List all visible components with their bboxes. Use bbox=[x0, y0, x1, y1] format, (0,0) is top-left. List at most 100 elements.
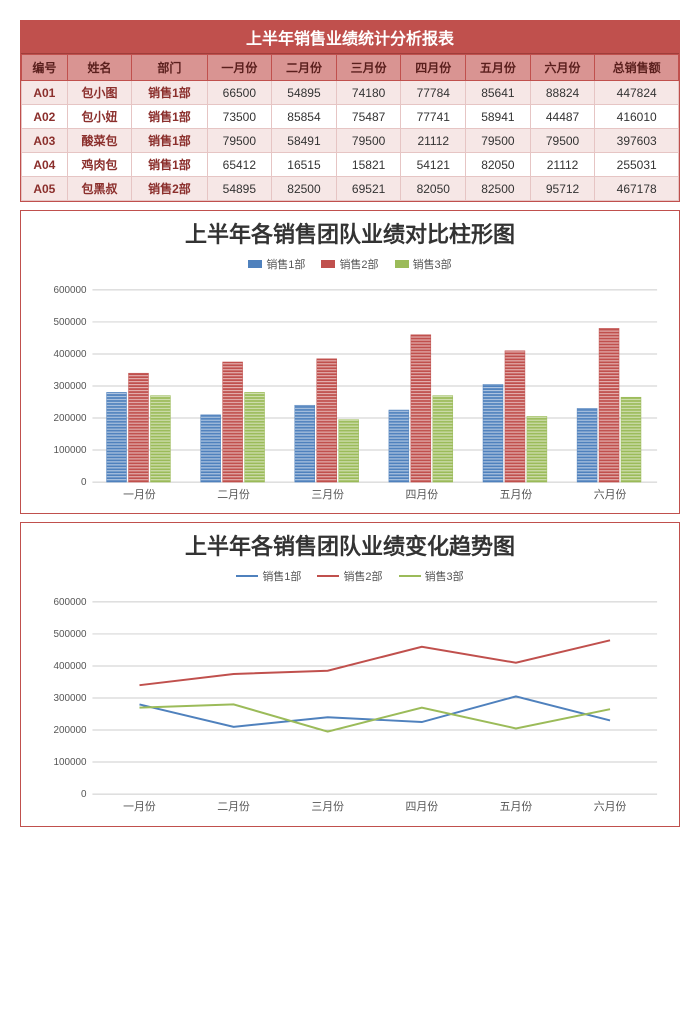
svg-text:五月份: 五月份 bbox=[500, 488, 533, 501]
column-header: 编号 bbox=[22, 55, 68, 81]
table-cell: 58941 bbox=[466, 105, 531, 129]
line-chart-legend: 销售1部销售2部销售3部 bbox=[33, 568, 667, 584]
bar bbox=[577, 408, 597, 482]
table-cell: A03 bbox=[22, 129, 68, 153]
column-header: 一月份 bbox=[207, 55, 272, 81]
svg-text:一月份: 一月份 bbox=[123, 800, 156, 813]
table-cell: 21112 bbox=[530, 153, 595, 177]
bar bbox=[107, 392, 127, 482]
table-cell: 销售1部 bbox=[132, 81, 207, 105]
svg-text:100000: 100000 bbox=[53, 445, 87, 456]
bar bbox=[599, 328, 619, 482]
table-cell: A01 bbox=[22, 81, 68, 105]
svg-text:100000: 100000 bbox=[53, 757, 87, 768]
table-cell: 包小图 bbox=[67, 81, 132, 105]
line-chart-panel: 上半年各销售团队业绩变化趋势图 销售1部销售2部销售3部 01000002000… bbox=[20, 522, 680, 826]
svg-text:六月份: 六月份 bbox=[594, 800, 627, 813]
svg-text:六月份: 六月份 bbox=[594, 488, 627, 501]
legend-item: 销售2部 bbox=[317, 568, 382, 584]
line-chart: 0100000200000300000400000500000600000一月份… bbox=[33, 592, 667, 820]
table-cell: 54895 bbox=[272, 81, 337, 105]
table-title: 上半年销售业绩统计分析报表 bbox=[21, 21, 679, 54]
bar-chart: 0100000200000300000400000500000600000一月份… bbox=[33, 280, 667, 508]
table-cell: 77741 bbox=[401, 105, 466, 129]
line-series bbox=[139, 696, 610, 726]
table-cell: 21112 bbox=[401, 129, 466, 153]
bar bbox=[339, 419, 359, 481]
svg-text:300000: 300000 bbox=[53, 381, 87, 392]
svg-text:0: 0 bbox=[81, 477, 87, 488]
table-row: A05包黑叔销售2部548958250069521820508250095712… bbox=[22, 177, 679, 201]
column-header: 部门 bbox=[132, 55, 207, 81]
bar bbox=[483, 384, 503, 482]
column-header: 总销售额 bbox=[595, 55, 679, 81]
table-cell: 65412 bbox=[207, 153, 272, 177]
table-cell: 467178 bbox=[595, 177, 679, 201]
table-cell: 79500 bbox=[530, 129, 595, 153]
svg-text:400000: 400000 bbox=[53, 349, 87, 360]
legend-item: 销售3部 bbox=[395, 256, 452, 272]
table-cell: 58491 bbox=[272, 129, 337, 153]
table-cell: 75487 bbox=[336, 105, 401, 129]
table-cell: 73500 bbox=[207, 105, 272, 129]
svg-text:二月份: 二月份 bbox=[217, 488, 250, 501]
bar bbox=[129, 373, 149, 482]
line-series bbox=[139, 704, 610, 731]
svg-text:200000: 200000 bbox=[53, 725, 87, 736]
bar bbox=[245, 392, 265, 482]
svg-text:四月份: 四月份 bbox=[406, 800, 439, 813]
table-cell: 255031 bbox=[595, 153, 679, 177]
column-header: 二月份 bbox=[272, 55, 337, 81]
table-cell: 16515 bbox=[272, 153, 337, 177]
bar bbox=[433, 395, 453, 481]
table-cell: 54121 bbox=[401, 153, 466, 177]
table-cell: 66500 bbox=[207, 81, 272, 105]
data-table: 编号姓名部门一月份二月份三月份四月份五月份六月份总销售额 A01包小图销售1部6… bbox=[21, 54, 679, 201]
table-row: A02包小妞销售1部735008585475487777415894144487… bbox=[22, 105, 679, 129]
svg-text:五月份: 五月份 bbox=[500, 800, 533, 813]
bar bbox=[527, 416, 547, 482]
table-cell: 销售1部 bbox=[132, 129, 207, 153]
table-cell: 416010 bbox=[595, 105, 679, 129]
bar-chart-title: 上半年各销售团队业绩对比柱形图 bbox=[33, 221, 667, 250]
svg-text:二月份: 二月份 bbox=[217, 800, 250, 813]
table-cell: 鸡肉包 bbox=[67, 153, 132, 177]
sales-report-table: 上半年销售业绩统计分析报表 编号姓名部门一月份二月份三月份四月份五月份六月份总销… bbox=[20, 20, 680, 202]
svg-text:三月份: 三月份 bbox=[311, 800, 344, 813]
legend-item: 销售1部 bbox=[236, 568, 301, 584]
svg-text:一月份: 一月份 bbox=[123, 488, 156, 501]
table-row: A01包小图销售1部665005489574180777848564188824… bbox=[22, 81, 679, 105]
table-cell: 69521 bbox=[336, 177, 401, 201]
table-cell: 82500 bbox=[466, 177, 531, 201]
table-cell: 79500 bbox=[336, 129, 401, 153]
bar bbox=[295, 405, 315, 482]
svg-text:600000: 600000 bbox=[53, 597, 87, 608]
svg-text:200000: 200000 bbox=[53, 413, 87, 424]
table-cell: 包黑叔 bbox=[67, 177, 132, 201]
table-cell: 销售2部 bbox=[132, 177, 207, 201]
table-cell: 82500 bbox=[272, 177, 337, 201]
bar-chart-panel: 上半年各销售团队业绩对比柱形图 销售1部销售2部 销售3部 0 100000 2000… bbox=[20, 210, 680, 514]
bar bbox=[621, 397, 641, 482]
bar bbox=[505, 350, 525, 481]
table-cell: A02 bbox=[22, 105, 68, 129]
table-cell: 397603 bbox=[595, 129, 679, 153]
svg-text:300000: 300000 bbox=[53, 693, 87, 704]
svg-text:600000: 600000 bbox=[53, 284, 87, 295]
bar bbox=[201, 414, 221, 481]
table-cell: 44487 bbox=[530, 105, 595, 129]
table-cell: 79500 bbox=[466, 129, 531, 153]
svg-text:0: 0 bbox=[81, 789, 87, 800]
table-cell: 447824 bbox=[595, 81, 679, 105]
column-header: 三月份 bbox=[336, 55, 401, 81]
table-cell: A04 bbox=[22, 153, 68, 177]
column-header: 姓名 bbox=[67, 55, 132, 81]
column-header: 六月份 bbox=[530, 55, 595, 81]
table-cell: 82050 bbox=[466, 153, 531, 177]
column-header: 五月份 bbox=[466, 55, 531, 81]
table-cell: 82050 bbox=[401, 177, 466, 201]
line-series bbox=[139, 640, 610, 685]
svg-text:500000: 500000 bbox=[53, 629, 87, 640]
legend-item: 销售1部 bbox=[248, 256, 305, 272]
legend-item: 销售2部 bbox=[321, 256, 378, 272]
